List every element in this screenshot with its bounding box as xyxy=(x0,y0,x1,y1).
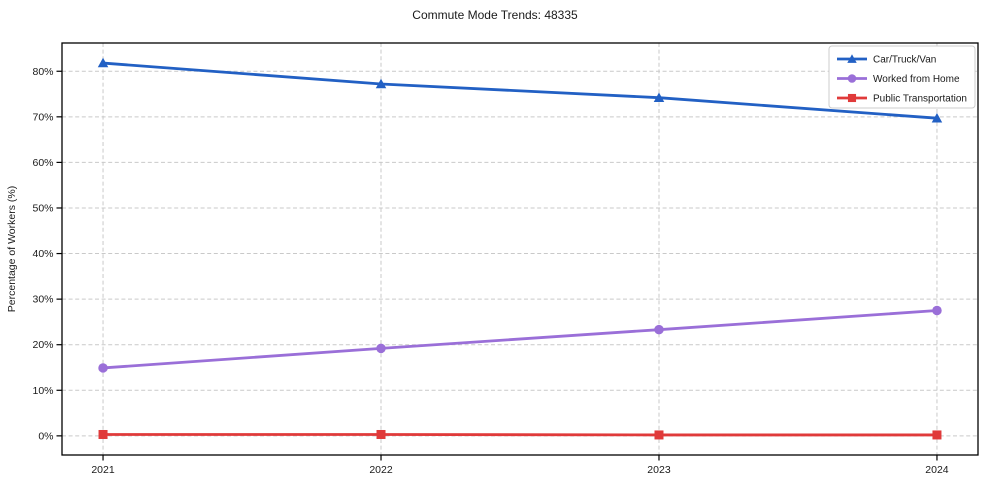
legend-box xyxy=(828,45,976,109)
x-tick-label: 2024 xyxy=(925,464,949,476)
y-tick-label: 70% xyxy=(32,111,53,123)
legend-marker-car-truck-van xyxy=(847,54,857,63)
data-point-worked-from-home xyxy=(376,343,386,354)
y-tick-label: 0% xyxy=(38,430,53,442)
data-point-public-transportation xyxy=(98,429,108,439)
data-point-worked-from-home xyxy=(98,363,108,373)
y-tick-label: 30% xyxy=(32,294,53,306)
data-point-car-truck-van xyxy=(931,112,943,123)
y-tick-label: 50% xyxy=(32,202,53,214)
legend-label-car-truck-van: Car/Truck/Van xyxy=(873,55,936,66)
y-axis-label: Percentage of Workers (%) xyxy=(6,186,18,312)
data-point-car-truck-van xyxy=(653,92,665,102)
data-point-public-transportation xyxy=(932,430,942,440)
series-line-worked-from-home xyxy=(102,309,938,370)
legend-marker-worked-from-home xyxy=(847,74,857,83)
y-tick-label: 40% xyxy=(32,248,53,260)
legend-marker-public-transportation xyxy=(847,93,857,103)
y-tick-label: 10% xyxy=(32,385,53,397)
data-point-worked-from-home xyxy=(932,305,942,316)
series-line-car-truck-van xyxy=(102,61,938,120)
legend-label-public-transportation: Public Transportation xyxy=(873,94,967,105)
legend-label-worked-from-home: Worked from Home xyxy=(873,74,960,85)
x-tick-label: 2021 xyxy=(91,464,115,476)
data-point-worked-from-home xyxy=(654,324,664,335)
y-tick-label: 80% xyxy=(32,66,53,78)
data-point-car-truck-van xyxy=(97,57,109,68)
y-tick-label: 60% xyxy=(32,157,53,169)
chart-title: Commute Mode Trends: 48335 xyxy=(412,8,578,22)
y-tick-label: 20% xyxy=(32,339,53,351)
x-tick-label: 2023 xyxy=(647,464,671,476)
data-point-car-truck-van xyxy=(375,78,387,89)
data-point-public-transportation xyxy=(654,430,664,440)
plot-border xyxy=(61,42,979,456)
x-tick-label: 2022 xyxy=(369,464,393,476)
data-point-public-transportation xyxy=(376,429,386,439)
